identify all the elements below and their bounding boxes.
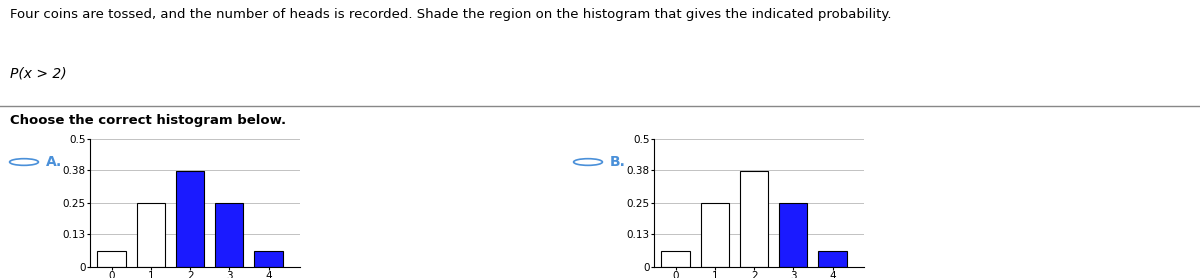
Text: Choose the correct histogram below.: Choose the correct histogram below.: [10, 114, 286, 127]
Text: P(x > 2): P(x > 2): [10, 67, 66, 81]
Bar: [176, 171, 204, 267]
Text: A.: A.: [46, 155, 62, 169]
Text: B.: B.: [610, 155, 625, 169]
Bar: [818, 251, 847, 267]
Bar: [740, 171, 768, 267]
Bar: [254, 251, 283, 267]
Bar: [701, 203, 728, 267]
Bar: [661, 251, 690, 267]
Text: Four coins are tossed, and the number of heads is recorded. Shade the region on : Four coins are tossed, and the number of…: [10, 8, 892, 21]
Bar: [137, 203, 164, 267]
Bar: [97, 251, 126, 267]
Bar: [779, 203, 808, 267]
Bar: [215, 203, 244, 267]
